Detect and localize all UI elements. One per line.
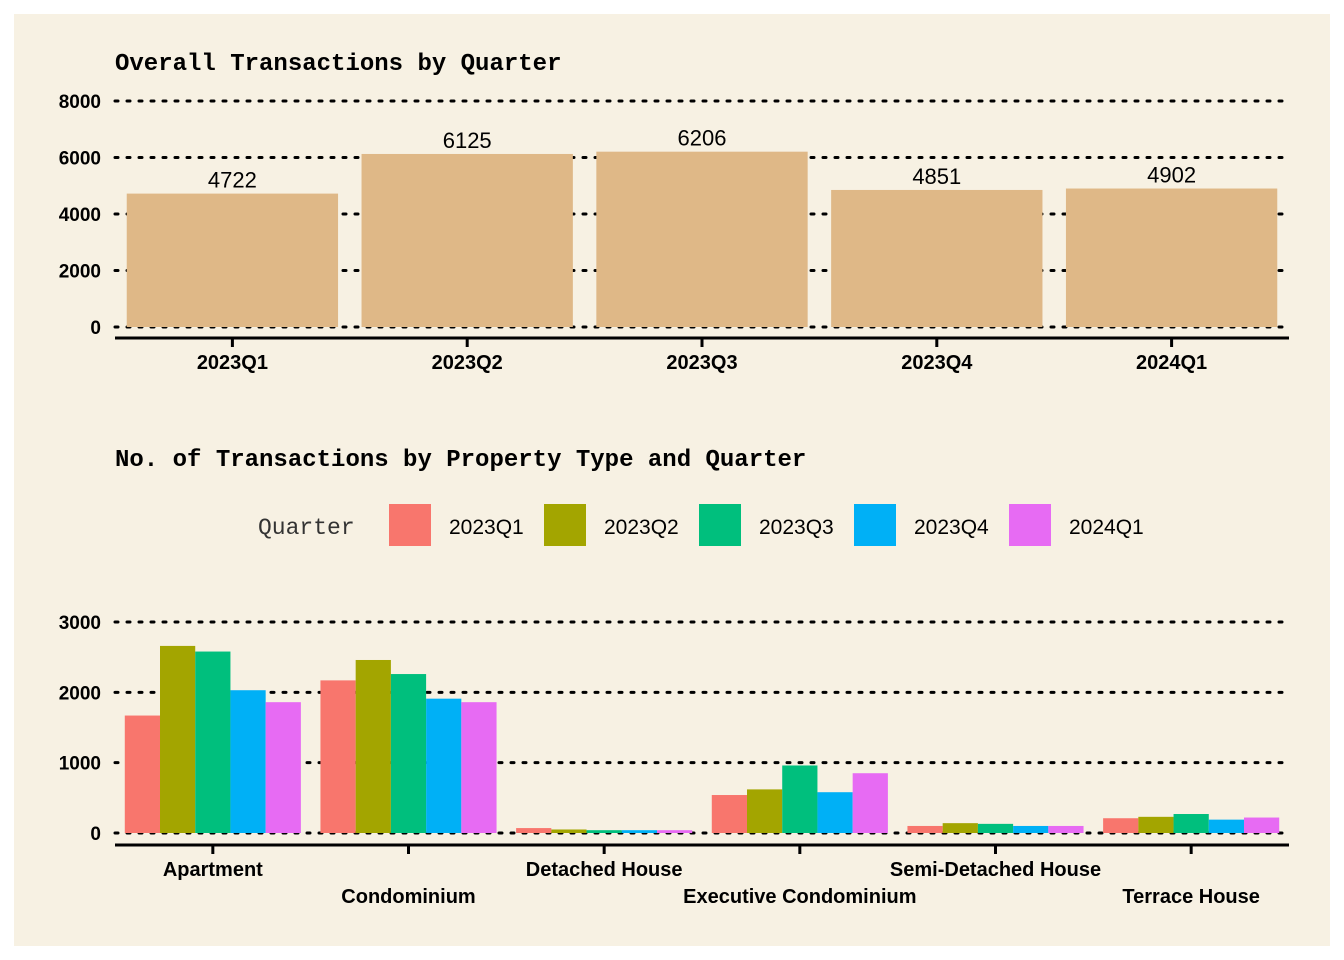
bottom-bar xyxy=(551,829,587,833)
legend-label: 2024Q1 xyxy=(1069,516,1144,539)
bottom-x-tick-label: Semi-Detached House xyxy=(890,859,1101,881)
bottom-bar xyxy=(586,830,622,833)
top-bar xyxy=(831,189,1043,327)
legend-swatch xyxy=(699,504,741,546)
bottom-y-tick-label: 1000 xyxy=(59,754,101,775)
top-x-ticks: 2023Q1 2023Q2 2023Q3 2023Q4 2024Q1 xyxy=(197,338,1207,374)
legend-swatch xyxy=(854,504,896,546)
bottom-bar xyxy=(747,789,783,833)
top-data-label: 4851 xyxy=(912,164,961,189)
bottom-grid: 0 1000 2000 3000 xyxy=(59,613,1291,845)
bottom-bar xyxy=(656,830,693,833)
bottom-bar xyxy=(355,659,391,833)
top-data-label: 6125 xyxy=(443,128,492,153)
bottom-x-ticks: Apartment Condominium Detached HouseExecut… xyxy=(163,845,1260,908)
top-x-tick-label: 2023Q2 xyxy=(432,352,503,374)
top-data-label: 4902 xyxy=(1147,163,1196,188)
top-bar xyxy=(596,151,808,327)
bottom-bar xyxy=(160,645,196,833)
bottom-bar xyxy=(1103,818,1139,833)
top-y-tick-label: 8000 xyxy=(59,92,101,113)
bottom-bar xyxy=(907,825,943,833)
legend-swatch xyxy=(544,504,586,546)
bottom-bar xyxy=(817,792,853,833)
bottom-bar xyxy=(711,795,748,833)
bottom-chart-title: No. of Transactions by Property Type and… xyxy=(115,447,806,474)
bottom-bar xyxy=(621,830,657,833)
bottom-x-tick-label: Executive Condominium xyxy=(683,886,916,908)
legend-label: 2023Q3 xyxy=(759,516,834,539)
top-bars: 4722 6125 6206 4851 4902 xyxy=(126,126,1278,327)
legend-label: 2023Q2 xyxy=(604,516,679,539)
top-data-label: 6206 xyxy=(678,126,727,151)
bottom-bar xyxy=(230,690,266,833)
bottom-bar xyxy=(516,828,552,833)
top-x-tick-label: 2023Q4 xyxy=(901,352,973,374)
bottom-bar xyxy=(320,680,356,833)
bottom-x-tick-label: Terrace House xyxy=(1122,886,1259,908)
bottom-bar-chart: No. of Transactions by Property Type and… xyxy=(59,447,1291,908)
bottom-bar xyxy=(977,823,1014,833)
bottom-bar xyxy=(1243,817,1280,833)
bottom-bars xyxy=(124,645,1280,833)
top-y-tick-label: 2000 xyxy=(59,262,101,283)
top-x-tick-label: 2023Q3 xyxy=(666,352,737,374)
bottom-bar xyxy=(390,674,427,833)
bottom-bar xyxy=(782,765,818,833)
top-y-tick-label: 4000 xyxy=(59,205,101,226)
top-bar-chart: Overall Transactions by Quarter 0 2000 400… xyxy=(59,51,1291,374)
bottom-bar xyxy=(195,651,231,833)
top-x-tick-label: 2024Q1 xyxy=(1136,352,1207,374)
bottom-bar xyxy=(1138,816,1174,833)
bottom-bar xyxy=(1208,819,1244,833)
legend-swatch xyxy=(1009,504,1051,546)
legend-swatch xyxy=(389,504,431,546)
bottom-bar xyxy=(426,698,462,833)
top-y-tick-label: 0 xyxy=(90,318,101,339)
bottom-bar xyxy=(265,702,301,833)
bottom-bar xyxy=(1048,825,1084,833)
top-bar xyxy=(361,153,573,327)
bottom-bar xyxy=(1173,814,1209,833)
bottom-bar xyxy=(461,702,497,833)
bottom-x-tick-label: Detached House xyxy=(526,859,683,881)
top-bar xyxy=(126,193,339,327)
bottom-y-tick-label: 2000 xyxy=(59,683,101,704)
bottom-bar xyxy=(942,823,978,833)
bottom-bar xyxy=(1013,825,1049,833)
legend: Quarter 2023Q1 2023Q2 2023Q3 2023Q4 2024Q1 xyxy=(258,504,1144,546)
bottom-x-tick-label: Apartment xyxy=(163,859,263,881)
legend-title: Quarter xyxy=(258,515,355,541)
bottom-bar xyxy=(124,715,161,833)
bottom-y-tick-label: 0 xyxy=(90,824,101,845)
top-x-tick-label: 2023Q1 xyxy=(197,352,268,374)
legend-label: 2023Q4 xyxy=(914,516,989,539)
bottom-x-tick-label: Condominium xyxy=(341,886,475,908)
top-chart-title: Overall Transactions by Quarter xyxy=(115,51,561,78)
top-data-label: 4722 xyxy=(208,168,257,193)
top-y-tick-label: 6000 xyxy=(59,149,101,170)
bottom-bar xyxy=(852,773,888,833)
legend-label: 2023Q1 xyxy=(449,516,524,539)
bottom-y-tick-label: 3000 xyxy=(59,613,101,634)
top-bar xyxy=(1065,188,1278,327)
